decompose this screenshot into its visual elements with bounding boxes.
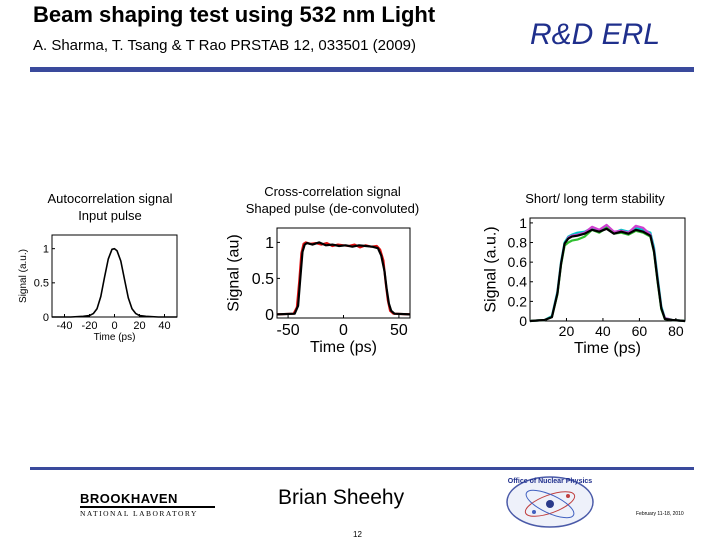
x-tick-label: -50 [277, 322, 300, 339]
citation: A. Sharma, T. Tsang & T Rao PRSTAB 12, 0… [33, 37, 416, 54]
series-line-1 [276, 241, 411, 316]
caption-middle-line1: Cross-correlation signal [264, 184, 401, 199]
y-tick-label: 1 [265, 235, 274, 252]
y-tick-label: 0 [43, 312, 49, 324]
series-line-3 [529, 227, 686, 323]
org-label: R&D ERL [530, 18, 661, 51]
x-tick-label: 0 [111, 320, 117, 332]
logo-national-lab-word: NATIONAL LABORATORY [80, 509, 198, 518]
plot-frame [51, 234, 178, 318]
caption-left-line1: Autocorrelation signal [47, 191, 173, 206]
caption-right: Short/ long term stability [495, 190, 695, 207]
x-tick-label: 50 [390, 322, 408, 339]
x-tick-label: 40 [595, 323, 611, 339]
caption-middle: Cross-correlation signal Shaped pulse (d… [220, 183, 445, 217]
top-rule [30, 67, 694, 72]
y-tick-label: 0 [265, 307, 274, 324]
x-tick-label: 40 [158, 320, 170, 332]
x-axis-label: Time (ps) [94, 332, 136, 343]
x-axis-label: Time (ps) [574, 340, 641, 357]
date-label: February 11-18, 2010 [636, 511, 684, 517]
author-name: Brian Sheehy [278, 486, 405, 509]
x-tick-label: 0 [339, 322, 348, 339]
caption-left: Autocorrelation signal Input pulse [15, 190, 205, 224]
page-number: 12 [353, 530, 362, 539]
y-tick-label: 1 [519, 215, 527, 231]
stability-chart: 20 40 60 80 0 0.2 0.4 0.6 0.8 1 Time (ps) Signal (a… [482, 215, 686, 357]
autocorrelation-chart: -40 -20 0 20 40 0 0.5 1 Time (ps) Signal (a.u.) [18, 234, 178, 343]
y-axis-label: Signal (a.u.) [18, 249, 29, 303]
slide-title: Beam shaping test using 532 nm Light [33, 2, 436, 27]
caption-right-line1: Short/ long term stability [525, 191, 665, 206]
y-tick-label: 1 [43, 244, 49, 256]
nuclear-atom-icon [506, 476, 594, 528]
x-axis-label: Time (ps) [310, 339, 377, 356]
x-tick-label: -20 [82, 320, 98, 332]
y-tick-label: 0.6 [508, 254, 528, 270]
x-tick-label: 80 [668, 323, 684, 339]
y-tick-label: 0.4 [508, 274, 528, 290]
y-tick-label: 0 [519, 313, 527, 329]
bottom-rule [30, 467, 694, 470]
y-tick-label: 0.5 [34, 278, 49, 290]
y-tick-label: 0.2 [508, 293, 528, 309]
logo-office-text: Office of Nuclear Physics [507, 478, 593, 485]
caption-left-line2: Input pulse [78, 208, 142, 223]
series-line-0 [52, 247, 177, 318]
y-tick-label: 0.5 [252, 271, 274, 288]
y-axis-label: Signal (au) [226, 234, 243, 311]
x-tick-label: 60 [632, 323, 648, 339]
office-nuclear-physics-logo: Office of Nuclear Physics [504, 474, 596, 530]
y-tick-label: 0.8 [508, 234, 528, 250]
x-tick-label: 20 [559, 323, 575, 339]
x-tick-label: 20 [133, 320, 145, 332]
logo-brookhaven-word: BROOKHAVEN [80, 491, 215, 508]
caption-middle-line2: Shaped pulse (de-convoluted) [245, 201, 420, 216]
x-tick-label: -40 [57, 320, 73, 332]
y-axis-label: Signal (a.u.) [482, 226, 499, 312]
brookhaven-logo: BROOKHAVEN NATIONAL LABORATORY [80, 491, 215, 518]
